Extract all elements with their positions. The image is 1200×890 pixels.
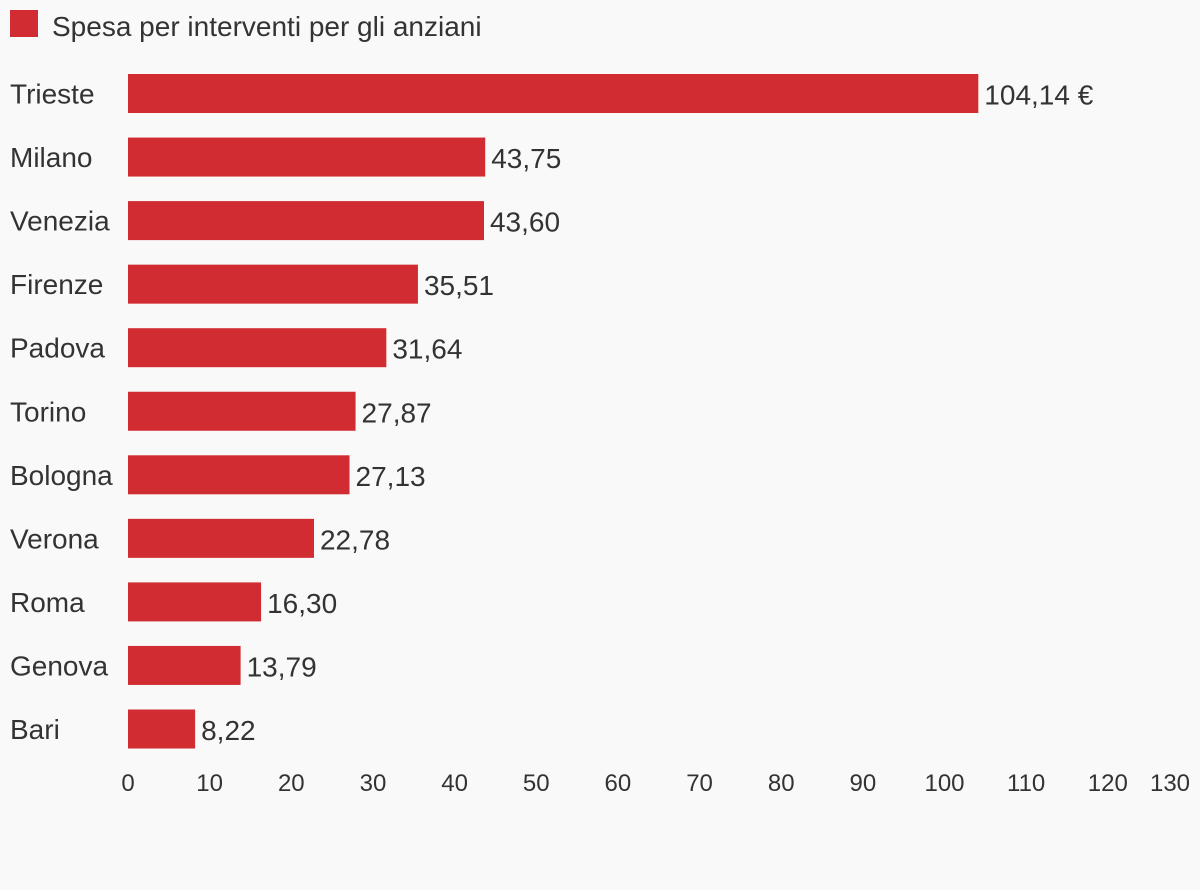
value-label: 13,79: [247, 651, 317, 682]
value-label: 22,78: [320, 524, 390, 555]
value-label: 43,75: [491, 143, 561, 174]
bar-genova: [128, 645, 241, 685]
value-labels: 104,14 € 43,75 43,60 35,51 31,64 27,87 27,13 22…: [201, 80, 1094, 747]
x-tick-label: 60: [605, 770, 632, 797]
legend-swatch: [10, 10, 38, 37]
bar-roma: [128, 582, 262, 622]
bar-torino: [128, 391, 356, 431]
category-label: Verona: [10, 523, 99, 554]
x-axis-ticks: 0 10 20 30 40 50 60 70 80 90 100 110 120 130: [121, 770, 1190, 797]
value-label: 8,22: [201, 715, 256, 746]
x-tick-label: 130: [1150, 770, 1190, 797]
x-tick-label: 20: [278, 770, 305, 797]
category-label: Torino: [10, 396, 86, 427]
category-label: Bologna: [10, 460, 113, 491]
bar-verona: [128, 518, 314, 558]
value-label: 35,51: [424, 270, 494, 301]
category-label: Firenze: [10, 269, 103, 300]
bars-group: [128, 74, 979, 749]
legend: Spesa per interventi per gli anziani: [10, 10, 482, 42]
bar-milano: [128, 137, 486, 177]
category-label: Genova: [10, 650, 108, 681]
bar-venezia: [128, 201, 484, 241]
category-label: Trieste: [10, 79, 95, 110]
category-label: Padova: [10, 333, 105, 364]
value-label: 104,14 €: [984, 80, 1093, 111]
x-tick-label: 0: [121, 770, 134, 797]
value-label: 27,87: [362, 397, 432, 428]
x-tick-label: 50: [523, 770, 550, 797]
x-tick-label: 10: [196, 770, 223, 797]
category-label: Bari: [10, 714, 60, 745]
value-label: 16,30: [267, 588, 337, 619]
value-label: 27,13: [356, 461, 426, 492]
value-label: 31,64: [392, 334, 462, 365]
value-label: 43,60: [490, 207, 560, 238]
x-tick-label: 40: [441, 770, 468, 797]
legend-label: Spesa per interventi per gli anziani: [52, 11, 482, 42]
x-tick-label: 90: [849, 770, 876, 797]
x-tick-label: 30: [360, 770, 387, 797]
bar-padova: [128, 328, 387, 368]
x-tick-label: 80: [768, 770, 795, 797]
bar-bologna: [128, 455, 350, 495]
x-tick-label: 70: [686, 770, 713, 797]
category-label: Venezia: [10, 206, 110, 237]
bar-bari: [128, 709, 196, 749]
x-tick-label: 120: [1088, 770, 1128, 797]
bar-trieste: [128, 74, 979, 113]
x-tick-label: 110: [1007, 770, 1045, 797]
category-label: Roma: [10, 587, 85, 618]
bar-firenze: [128, 264, 418, 304]
category-labels: Trieste Milano Venezia Firenze Padova Torino B…: [10, 79, 113, 746]
x-tick-label: 100: [924, 770, 964, 797]
category-label: Milano: [10, 142, 92, 173]
